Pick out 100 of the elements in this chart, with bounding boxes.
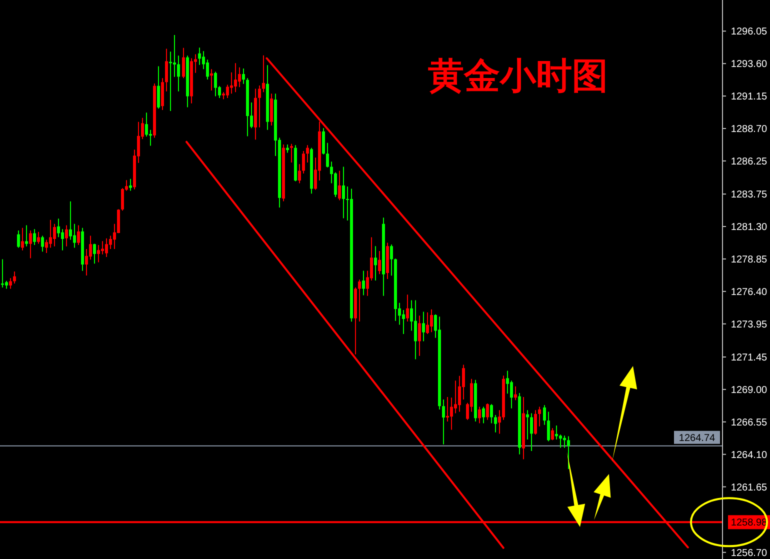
candlestick: [214, 71, 217, 97]
candlestick: [406, 294, 409, 322]
candlestick: [358, 279, 361, 322]
candlestick: [378, 250, 381, 275]
candlestick: [418, 315, 421, 356]
candlestick: [242, 68, 245, 84]
candlestick: [29, 230, 32, 259]
candlestick: [362, 270, 365, 296]
candlestick: [73, 223, 76, 248]
candlestick: [446, 396, 449, 422]
candlestick: [426, 312, 429, 334]
y-tick-label: 1271.45: [730, 352, 768, 364]
candlestick: [526, 410, 529, 440]
candlestick: [37, 231, 40, 244]
candlestick: [551, 428, 554, 441]
y-tick-label: 1296.05: [730, 26, 768, 38]
candlestick: [538, 406, 541, 427]
candlestick: [165, 48, 168, 92]
candlestick: [157, 66, 160, 110]
candlestick: [534, 410, 537, 436]
candlestick: [1, 258, 4, 288]
candlestick: [105, 238, 108, 258]
candlestick: [478, 406, 481, 424]
candlestick: [342, 166, 345, 219]
candlestick: [206, 59, 209, 80]
candlestick: [198, 47, 201, 66]
candlestick: [290, 143, 293, 164]
candlestick: [234, 62, 237, 93]
candlestick: [450, 397, 453, 430]
candlestick: [45, 239, 48, 254]
candlestick: [514, 386, 517, 401]
y-tick-label: 1261.65: [730, 482, 768, 494]
candlestick: [25, 224, 28, 247]
text: 黄金小时图: [428, 56, 608, 97]
candlestick: [559, 434, 562, 448]
candlestick: [13, 271, 16, 284]
candlestick: [258, 84, 261, 128]
y-tick-label: 1281.30: [730, 222, 768, 234]
candlestick: [230, 72, 233, 94]
candlestick: [61, 228, 64, 251]
candlestick: [530, 412, 533, 452]
y-tick-label: 1286.25: [730, 156, 768, 168]
candlestick: [145, 112, 148, 137]
candlestick: [238, 66, 241, 88]
candlestick: [69, 200, 72, 240]
y-tick-label: 1283.75: [730, 190, 768, 201]
y-tick-label: 1256.70: [730, 548, 768, 559]
candlestick: [547, 411, 550, 442]
candlestick: [454, 380, 457, 414]
candlestick: [422, 311, 425, 342]
candlestick: [41, 235, 44, 252]
y-tick-label: 1278.85: [730, 254, 768, 266]
candlestick: [182, 47, 185, 79]
candlestick: [97, 244, 100, 263]
candlestick: [338, 170, 341, 201]
candlestick: [53, 223, 56, 247]
candlestick: [177, 55, 180, 92]
candlestick: [390, 244, 393, 276]
candlestick: [121, 188, 124, 212]
candlestick: [270, 93, 273, 126]
candlestick: [510, 380, 513, 409]
candlestick: [402, 309, 405, 334]
candlestick: [173, 34, 176, 78]
candlestick: [567, 436, 570, 470]
ref-line-label: 1258.98: [730, 518, 768, 529]
candlestick: [77, 224, 80, 246]
candlestick: [65, 224, 68, 247]
candlestick: [494, 414, 497, 433]
candlestick: [306, 144, 309, 164]
candlestick: [9, 278, 12, 290]
candlestick: [89, 235, 92, 260]
candlestick: [302, 150, 305, 174]
candlestick: [543, 404, 546, 426]
candlestick: [161, 78, 164, 110]
y-tick-label: 1273.95: [730, 319, 768, 330]
candlestick: [506, 370, 509, 394]
candlestick: [49, 219, 52, 248]
ref-line-label: 1264.74: [678, 432, 716, 444]
candlestick: [482, 406, 485, 424]
candlestick: [326, 142, 329, 168]
y-tick-label: 1276.40: [730, 286, 768, 298]
candlestick: [486, 402, 489, 420]
candlestick: [298, 164, 301, 184]
y-tick-label: 1288.70: [730, 124, 768, 135]
candlestick: [414, 300, 417, 360]
candlestick: [17, 230, 20, 248]
candlestick: [322, 128, 325, 155]
y-tick-label: 1266.55: [730, 417, 768, 428]
candlestick: [490, 404, 493, 424]
candlestick: [33, 228, 36, 246]
y-tick-label: 1293.60: [730, 59, 768, 70]
y-tick-label: 1291.15: [730, 92, 768, 103]
candlestick: [109, 235, 112, 250]
candlestick: [93, 243, 96, 264]
candlestick: [21, 227, 24, 251]
candlestick: [442, 399, 445, 445]
candlestick: [430, 308, 433, 333]
candlestick: [374, 246, 377, 282]
candlestick: [57, 218, 60, 238]
candlestick: [129, 178, 132, 192]
